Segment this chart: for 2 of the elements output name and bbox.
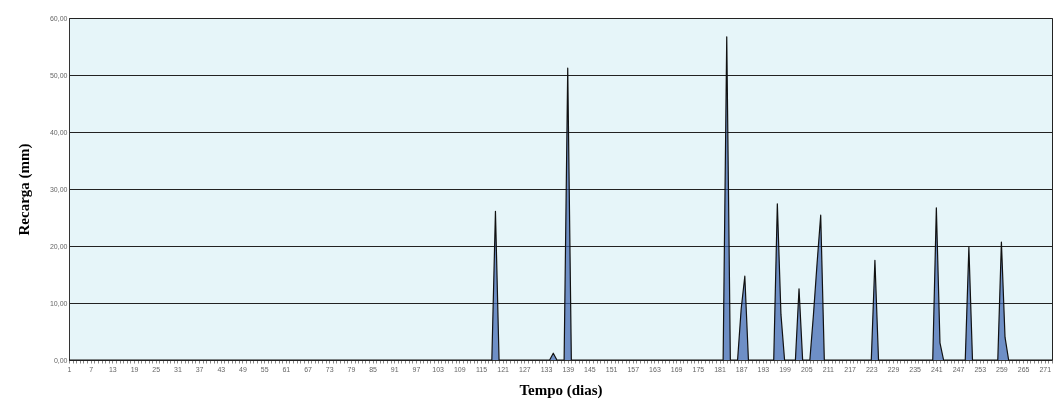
x-axis-title: Tempo (dias) (519, 381, 603, 399)
y-axis-title: Recarga (mm) (15, 143, 33, 236)
